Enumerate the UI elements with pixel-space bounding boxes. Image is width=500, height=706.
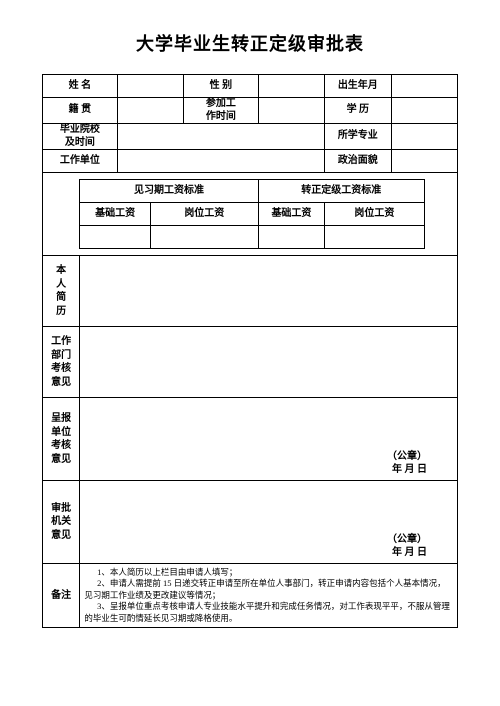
field-off-base	[258, 226, 324, 249]
label-polit: 政治面貌	[325, 150, 391, 173]
field-off-post	[325, 226, 425, 249]
label-trial-post: 岗位工资	[150, 203, 258, 226]
note-line-1: 1、本人简历以上栏目由申请人填写；	[84, 567, 453, 578]
approval-table: 姓 名 性 别 出生年月 籍 贯 参加工 作时间 学 历 毕业院校 及时间 所学…	[42, 74, 458, 628]
label-report-opinion: 呈报 单位 考核 意见	[43, 398, 80, 481]
label-official-salary: 转正定级工资标准	[258, 180, 424, 203]
field-approve-opinion: （公章） 年 月 日	[80, 481, 458, 564]
label-remark: 备注	[43, 564, 80, 628]
label-off-post: 岗位工资	[325, 203, 425, 226]
label-trial-base: 基础工资	[80, 203, 151, 226]
field-sex	[258, 75, 324, 98]
label-sex: 性 别	[184, 75, 259, 98]
label-approve-opinion: 审批 机关 意见	[43, 481, 80, 564]
field-major	[391, 124, 458, 150]
field-workdate	[258, 98, 324, 124]
field-edu	[391, 98, 458, 124]
salary-left-margin	[43, 180, 80, 249]
field-school	[117, 124, 324, 150]
note-line-2: 2、申请人需提前 15 日递交转正申请至所在单位人事部门，转正申请内容包括个人基…	[84, 578, 453, 601]
seal-text: （公章）	[82, 534, 427, 547]
label-birth: 出生年月	[325, 75, 391, 98]
label-resume: 本 人 简 历	[43, 256, 80, 327]
field-report-opinion: （公章） 年 月 日	[80, 398, 458, 481]
field-trial-post	[150, 226, 258, 249]
label-trial-salary: 见习期工资标准	[80, 180, 258, 203]
label-school: 毕业院校 及时间	[43, 124, 118, 150]
page-title: 大学毕业生转正定级审批表	[42, 30, 458, 56]
field-name	[117, 75, 183, 98]
field-trial-base	[80, 226, 151, 249]
label-workdate: 参加工 作时间	[184, 98, 259, 124]
label-off-base: 基础工资	[258, 203, 324, 226]
seal-date: 年 月 日	[82, 547, 427, 560]
seal-text: （公章）	[82, 451, 427, 464]
label-major: 所学专业	[325, 124, 391, 150]
field-birth	[391, 75, 458, 98]
field-resume	[80, 256, 458, 327]
spacer	[43, 249, 458, 256]
seal-date: 年 月 日	[82, 464, 427, 477]
label-unit: 工作单位	[43, 150, 118, 173]
field-remark: 1、本人简历以上栏目由申请人填写； 2、申请人需提前 15 日递交转正申请至所在…	[80, 564, 458, 628]
label-dept-opinion: 工作 部门 考核 意见	[43, 327, 80, 398]
salary-right-margin	[424, 180, 457, 249]
note-line-3: 3、呈报单位重点考核申请人专业技能水平提升和完成任务情况，对工作表现平平，不服从…	[84, 601, 453, 624]
label-origin: 籍 贯	[43, 98, 118, 124]
label-edu: 学 历	[325, 98, 391, 124]
spacer	[43, 173, 458, 180]
field-polit	[391, 150, 458, 173]
field-origin	[117, 98, 183, 124]
field-dept-opinion	[80, 327, 458, 398]
field-unit	[117, 150, 324, 173]
label-name: 姓 名	[43, 75, 118, 98]
